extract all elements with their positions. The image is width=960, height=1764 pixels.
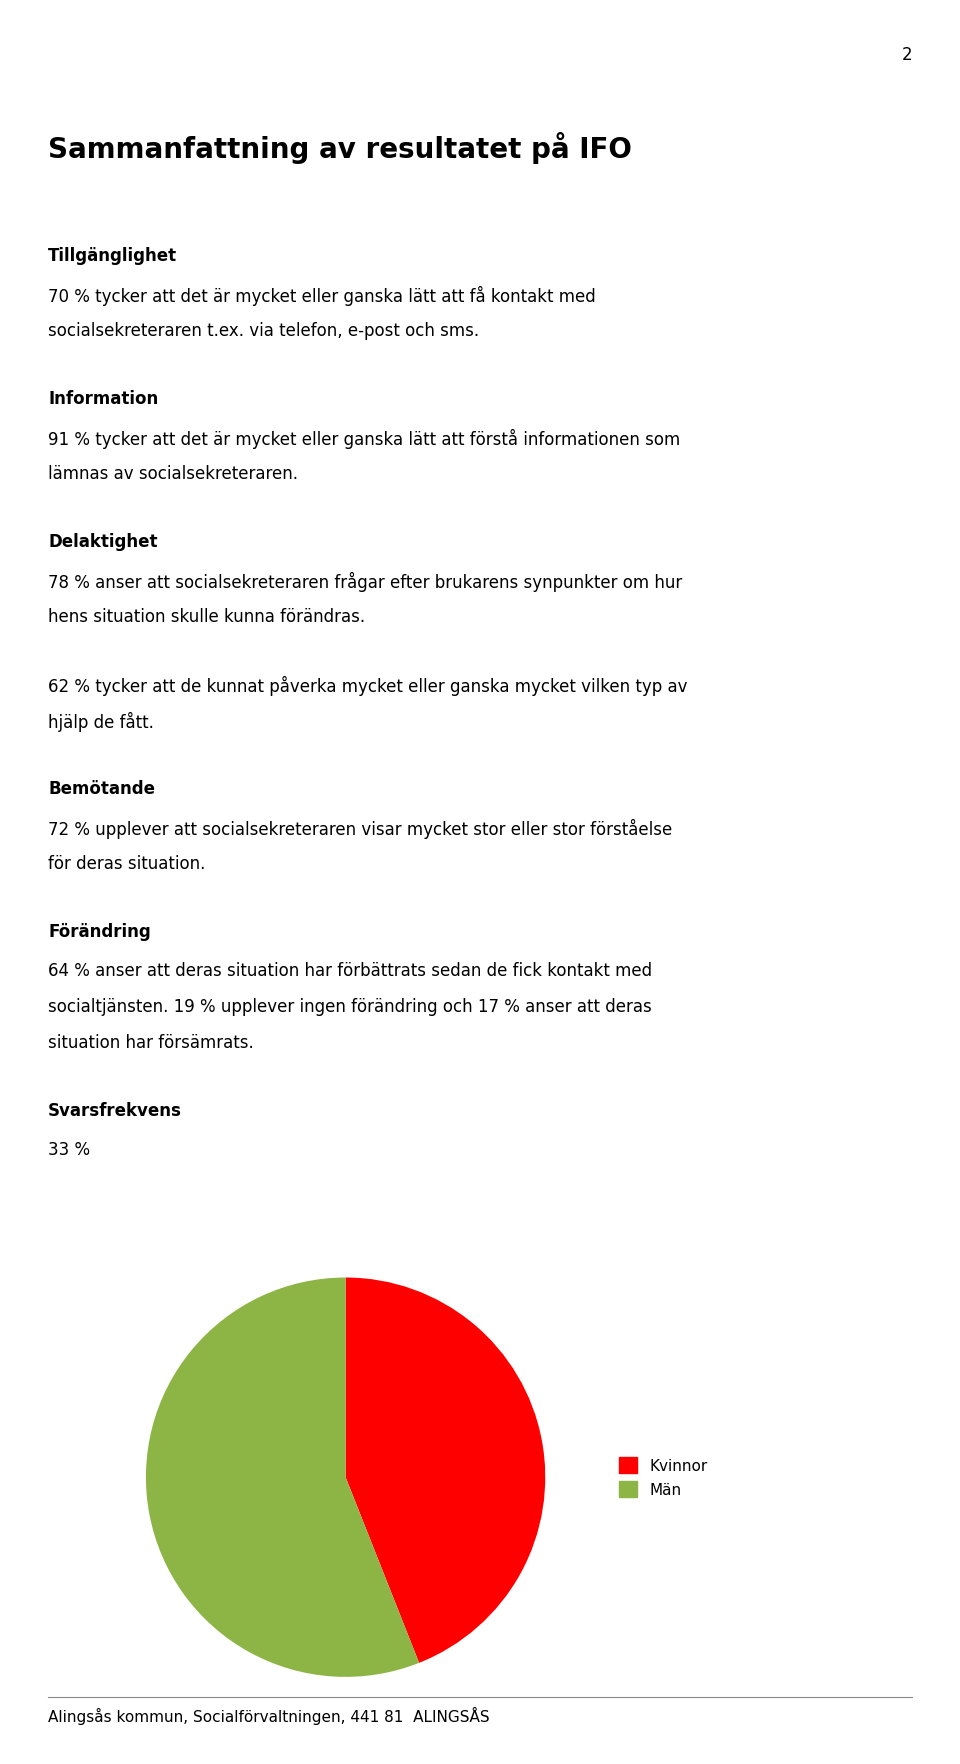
Text: lämnas av socialsekreteraren.: lämnas av socialsekreteraren. [48, 464, 298, 483]
Text: 2: 2 [901, 46, 912, 64]
Text: socialsekreteraren t.ex. via telefon, e-post och sms.: socialsekreteraren t.ex. via telefon, e-… [48, 321, 479, 340]
Wedge shape [146, 1277, 420, 1678]
Text: för deras situation.: för deras situation. [48, 854, 205, 873]
Text: 64 % anser att deras situation har förbättrats sedan de fick kontakt med: 64 % anser att deras situation har förbä… [48, 961, 652, 979]
Text: 62 % tycker att de kunnat påverka mycket eller ganska mycket vilken typ av: 62 % tycker att de kunnat påverka mycket… [48, 676, 687, 695]
Wedge shape [346, 1277, 545, 1663]
Text: Svarsfrekvens: Svarsfrekvens [48, 1101, 181, 1120]
Text: 70 % tycker att det är mycket eller ganska lätt att få kontakt med: 70 % tycker att det är mycket eller gans… [48, 286, 596, 305]
Text: Förändring: Förändring [48, 923, 151, 940]
Text: hjälp de fått.: hjälp de fått. [48, 711, 154, 732]
Text: Bemötande: Bemötande [48, 780, 155, 797]
Text: hens situation skulle kunna förändras.: hens situation skulle kunna förändras. [48, 607, 365, 626]
Text: 33 %: 33 % [48, 1140, 90, 1159]
Text: 91 % tycker att det är mycket eller ganska lätt att förstå informationen som: 91 % tycker att det är mycket eller gans… [48, 429, 681, 448]
Text: Sammanfattning av resultatet på IFO: Sammanfattning av resultatet på IFO [48, 132, 632, 164]
Text: situation har försämrats.: situation har försämrats. [48, 1034, 253, 1051]
Text: socialtjänsten. 19 % upplever ingen förändring och 17 % anser att deras: socialtjänsten. 19 % upplever ingen förä… [48, 997, 652, 1016]
Text: 78 % anser att socialsekreteraren frågar efter brukarens synpunkter om hur: 78 % anser att socialsekreteraren frågar… [48, 572, 683, 591]
Text: Tillgänglighet: Tillgänglighet [48, 247, 178, 265]
Text: 72 % upplever att socialsekreteraren visar mycket stor eller stor förståelse: 72 % upplever att socialsekreteraren vis… [48, 818, 672, 838]
Text: Delaktighet: Delaktighet [48, 533, 157, 550]
Text: Alingsås kommun, Socialförvaltningen, 441 81  ALINGSÅS: Alingsås kommun, Socialförvaltningen, 44… [48, 1706, 490, 1723]
Text: Information: Information [48, 390, 158, 407]
Legend: Kvinnor, Män: Kvinnor, Män [612, 1452, 714, 1503]
